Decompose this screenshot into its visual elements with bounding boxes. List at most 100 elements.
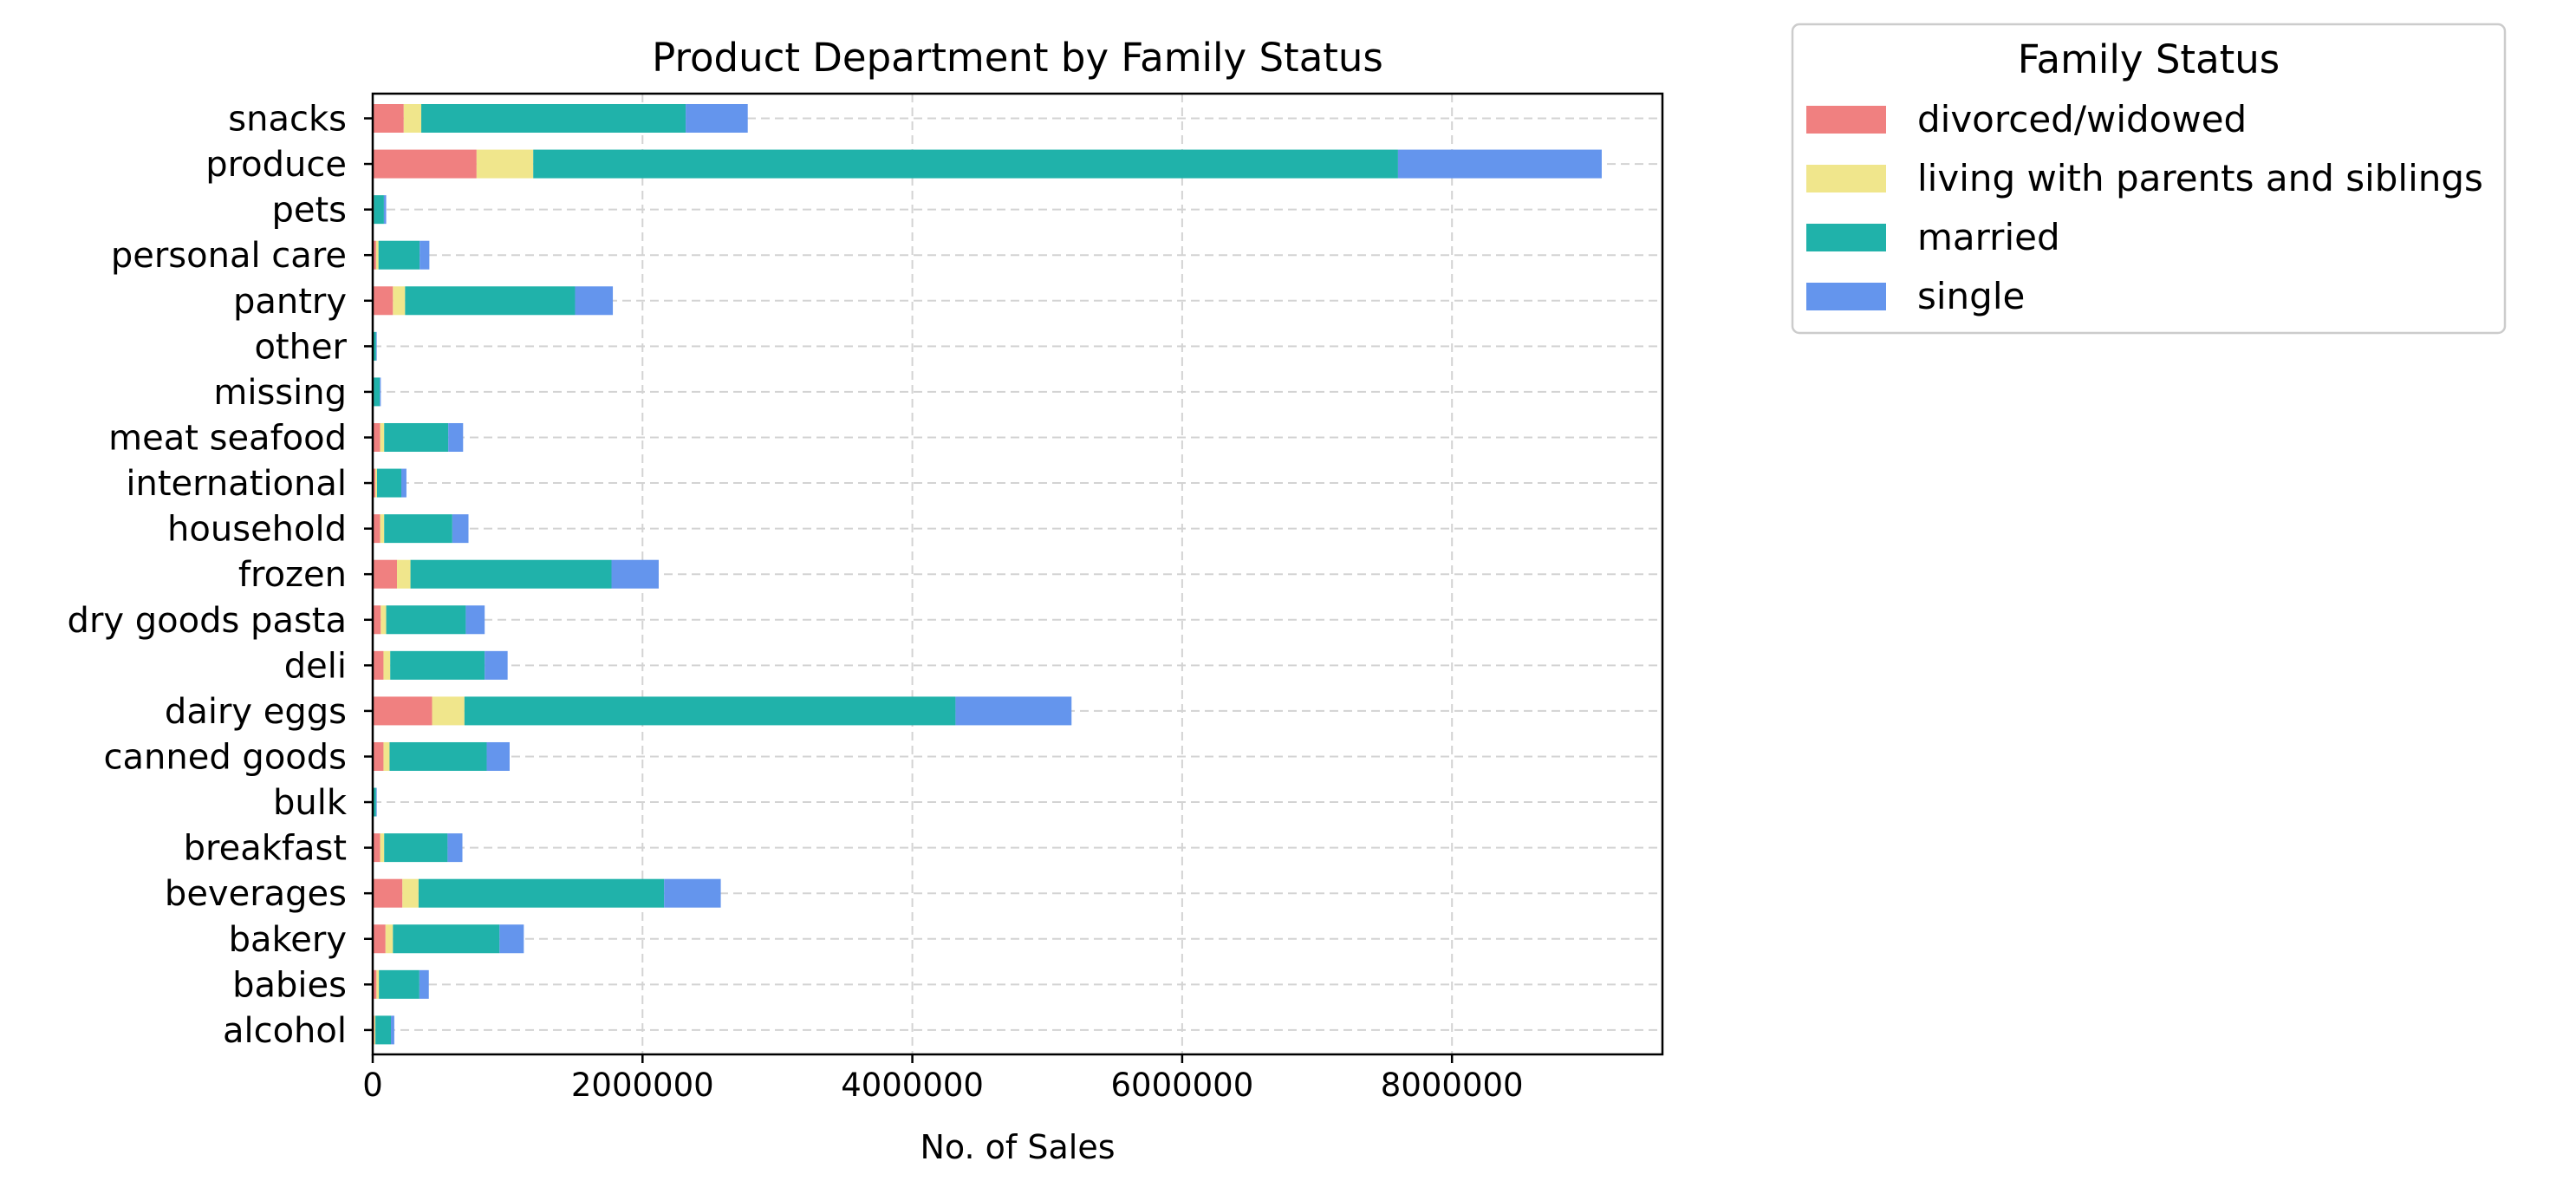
bars [373, 104, 1602, 1045]
x-axis-label: No. of Sales [920, 1128, 1115, 1166]
bar-segment [375, 1015, 392, 1045]
bar-segment [476, 149, 534, 179]
y-axis-ticks: snacks produce pets personal care pantry othe… [68, 100, 373, 1051]
bar-segment [381, 605, 387, 635]
bar-segment [390, 650, 485, 680]
bar-segment [380, 377, 381, 407]
y-tick-label: other [254, 327, 347, 367]
y-tick-label: personal care [111, 236, 347, 276]
bar-segment [379, 969, 420, 999]
bar-segment [380, 422, 385, 452]
bar-segment [384, 833, 448, 863]
y-tick-label: alcohol [223, 1011, 347, 1051]
bar-segment [418, 878, 665, 908]
legend-label: divorced/widowed [1917, 98, 2247, 140]
bar-segment [375, 331, 377, 361]
legend: Family Status divorced/widowed living wit… [1791, 23, 2507, 335]
y-tick-label: pets [271, 191, 347, 231]
legend-title: Family Status [2018, 36, 2280, 82]
y-tick-label: pantry [233, 282, 347, 322]
x-tick-label: 6000000 [1110, 1067, 1253, 1104]
bar-segment [373, 514, 381, 544]
bar-segment [373, 650, 384, 680]
bar-segment [611, 559, 659, 589]
legend-swatch [1806, 224, 1886, 251]
bar-segment [373, 787, 376, 817]
bar-segment [421, 104, 686, 133]
bar-segment [373, 240, 376, 270]
bar-segment [533, 149, 1398, 179]
bar-segment [403, 104, 422, 133]
bar-segment [373, 559, 398, 589]
bar-segment [373, 605, 381, 635]
bar-segment [575, 286, 614, 316]
gridlines [373, 94, 1662, 1054]
bar-segment [448, 422, 464, 452]
bar-segment [383, 195, 387, 225]
x-tick-label: 8000000 [1381, 1067, 1524, 1104]
x-tick-label: 2000000 [571, 1067, 714, 1104]
bar-segment [373, 468, 376, 498]
bar-segment [373, 696, 433, 726]
bar-segment [374, 195, 384, 225]
bar-segment [486, 741, 510, 771]
bar-segment [373, 741, 384, 771]
y-tick-label: beverages [165, 874, 347, 914]
bar-segment [374, 1015, 376, 1045]
bar-segment [376, 468, 401, 498]
y-tick-label: dry goods pasta [68, 601, 347, 641]
bar-segment [420, 240, 430, 270]
bar-segment [373, 924, 386, 954]
bar-segment [383, 741, 390, 771]
bar-segment [373, 878, 403, 908]
bar-segment [373, 149, 477, 179]
y-tick-label: household [167, 510, 347, 550]
bar-segment [405, 286, 576, 316]
y-tick-label: dairy eggs [165, 692, 347, 732]
x-axis-ticks: 0 2000000 4000000 6000000 8000000 [362, 1054, 1524, 1104]
y-tick-label: snacks [228, 100, 347, 140]
y-tick-label: produce [205, 145, 347, 185]
bar-segment [402, 878, 419, 908]
bar-segment [380, 833, 385, 863]
bar-segment [393, 924, 500, 954]
chart-title: Product Department by Family Status [652, 35, 1383, 81]
bar-segment [373, 833, 381, 863]
bar-segment [386, 605, 466, 635]
bar-segment [393, 286, 406, 316]
y-tick-label: bulk [273, 783, 348, 823]
y-tick-label: meat seafood [108, 418, 347, 458]
bar-segment [373, 969, 377, 999]
bar-segment [397, 559, 411, 589]
legend-label: single [1917, 275, 2025, 317]
bar-segment [955, 696, 1072, 726]
y-tick-label: international [126, 464, 347, 504]
x-tick-label: 4000000 [841, 1067, 984, 1104]
bar-segment [410, 559, 612, 589]
bar-segment [391, 1015, 394, 1045]
bar-segment [373, 422, 381, 452]
legend-label: married [1917, 216, 2060, 258]
bar-segment [378, 240, 420, 270]
x-tick-label: 0 [362, 1067, 383, 1104]
bar-segment [419, 969, 429, 999]
legend-swatch [1806, 283, 1886, 310]
y-tick-label: babies [232, 965, 347, 1005]
bar-segment [389, 741, 487, 771]
bar-segment [375, 787, 377, 817]
y-tick-label: frozen [238, 555, 347, 595]
bar-segment [375, 468, 377, 498]
legend-swatch [1806, 106, 1886, 134]
bar-segment [686, 104, 748, 133]
bar-segment [400, 468, 407, 498]
y-tick-label: missing [213, 373, 347, 413]
bar-segment [385, 924, 394, 954]
bar-segment [464, 696, 956, 726]
y-tick-label: deli [284, 646, 347, 686]
bar-segment [383, 650, 391, 680]
bar-segment [447, 833, 463, 863]
y-tick-label: bakery [229, 920, 347, 960]
bar-segment [485, 650, 508, 680]
bar-segment [499, 924, 524, 954]
